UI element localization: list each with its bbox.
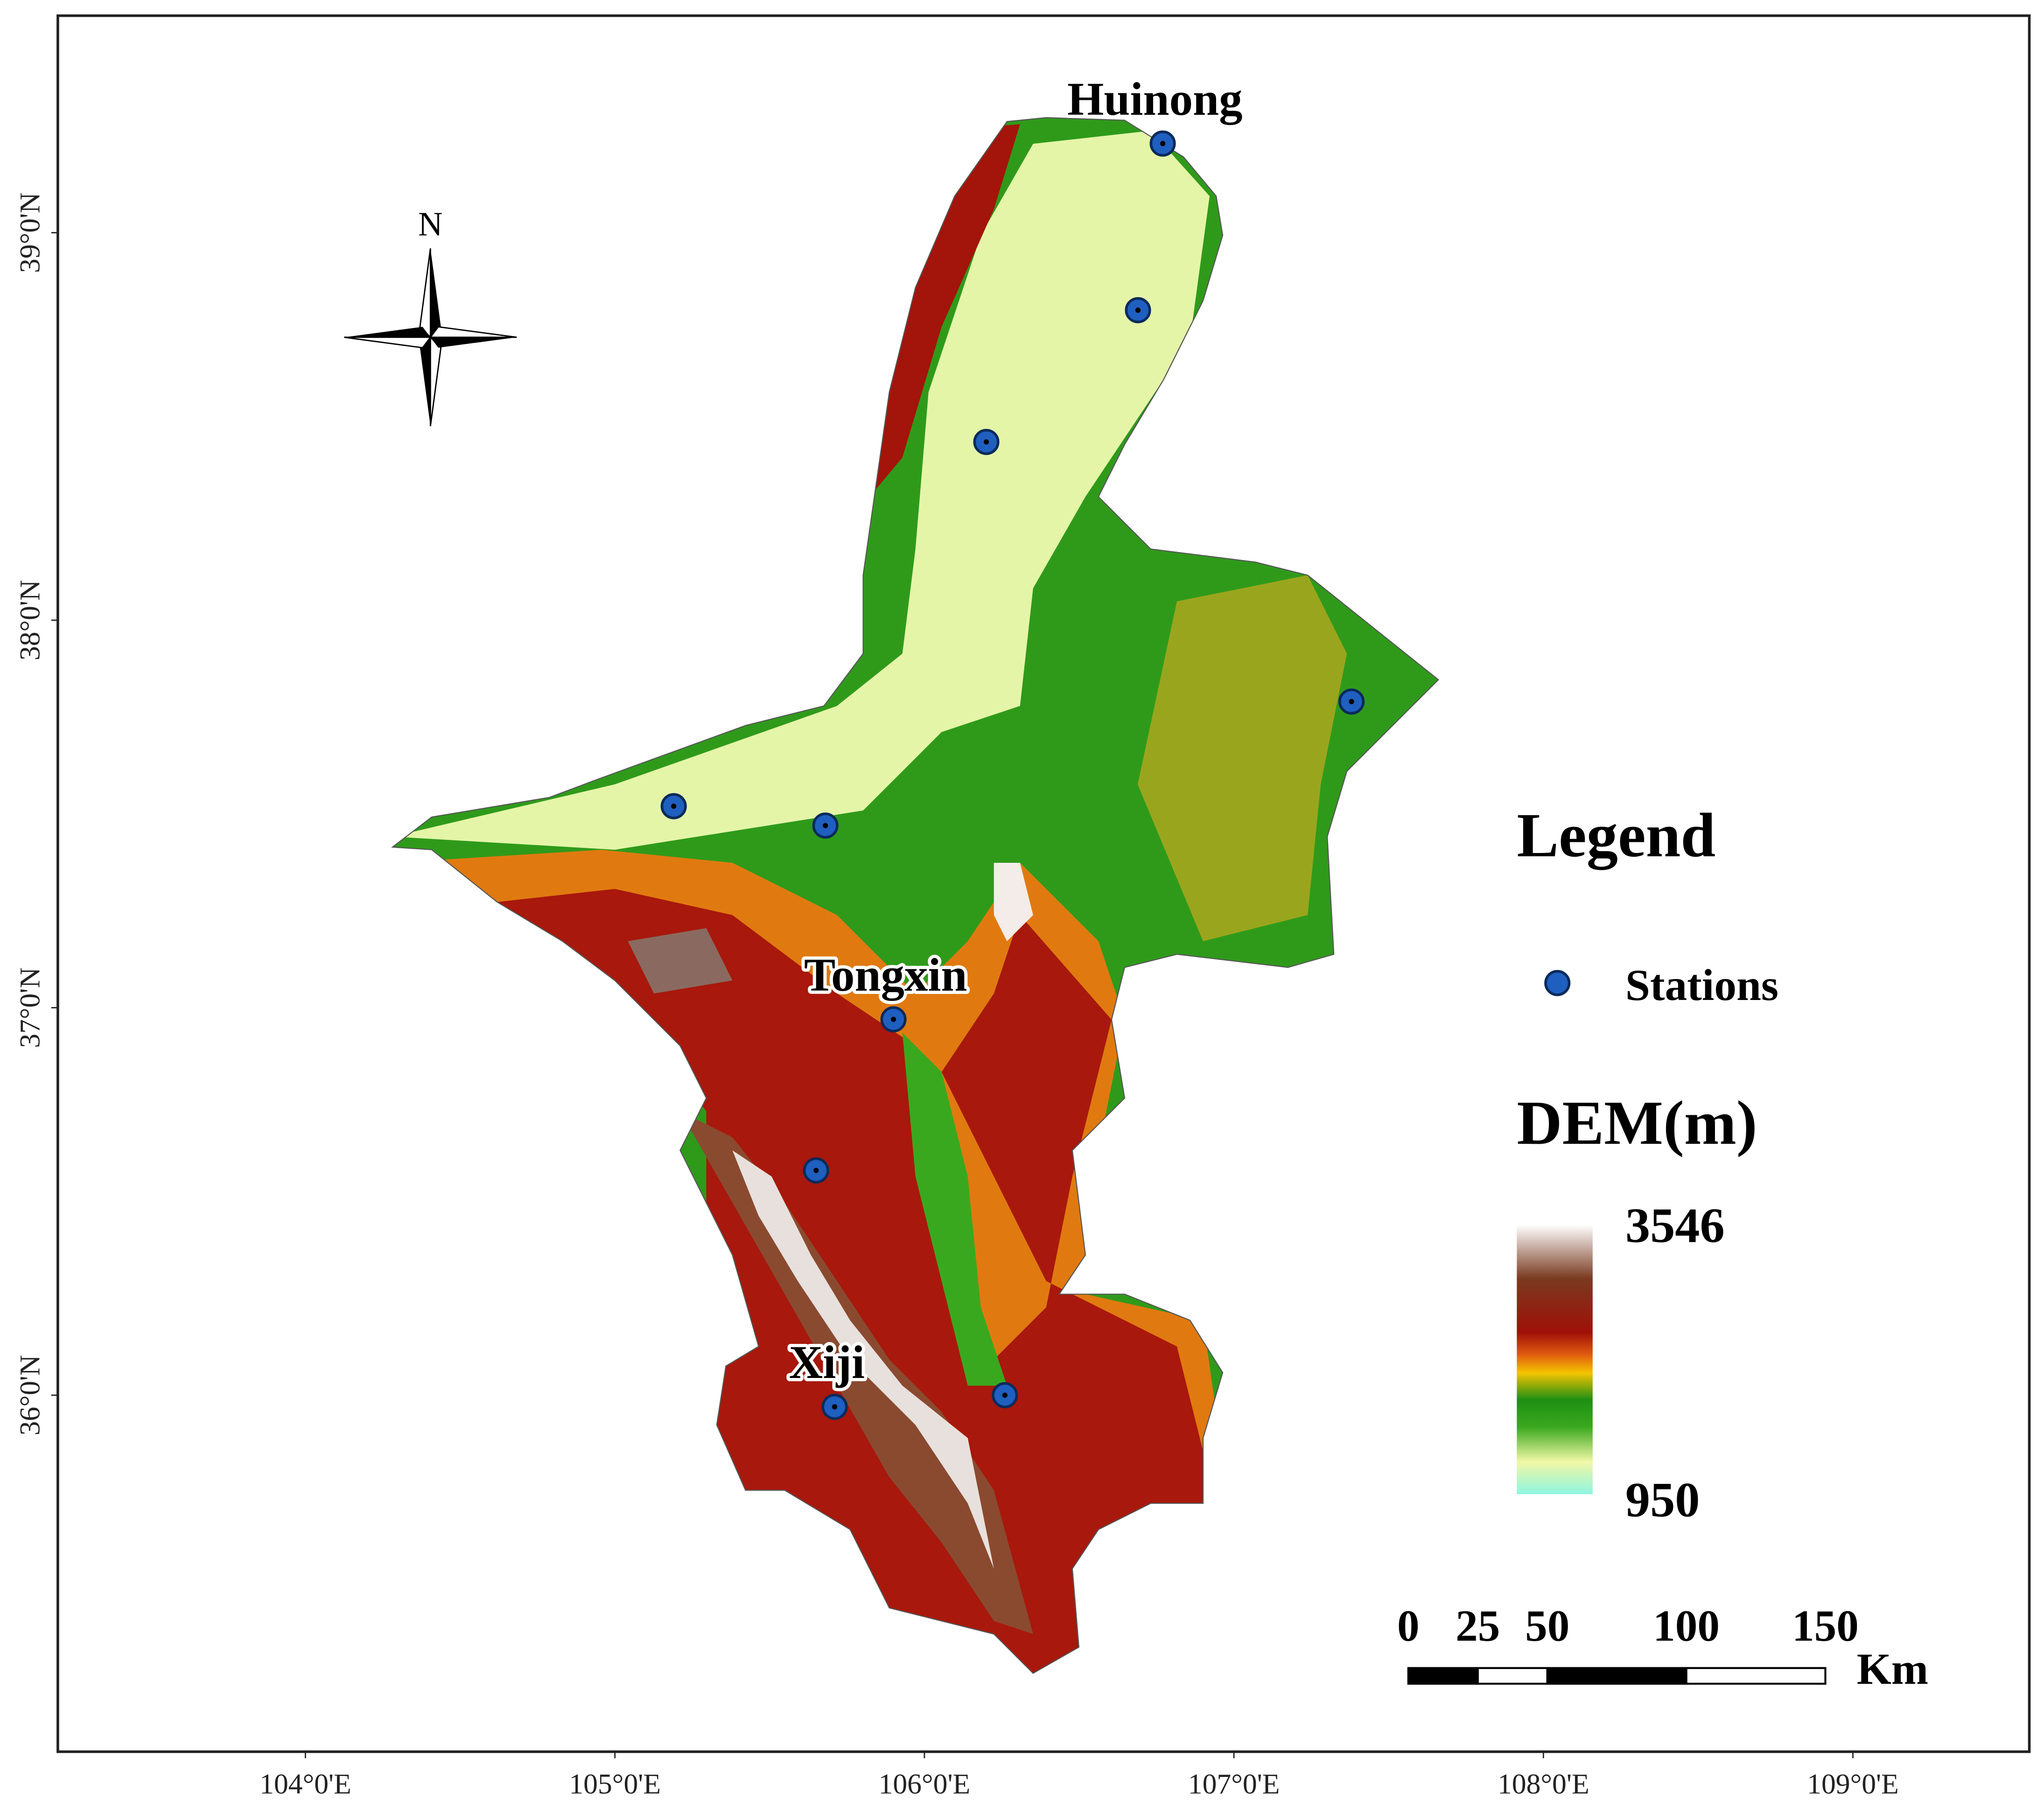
y-tick-label: 39°0'N [14, 192, 46, 273]
legend-dem-title: DEM(m) [1517, 1088, 1757, 1158]
x-tick-label: 107°0'E [1188, 1769, 1280, 1800]
scale-label: 150 [1792, 1601, 1859, 1650]
dem-max-label: 3546 [1625, 1198, 1725, 1253]
dem-peak [994, 862, 1033, 942]
station-center [1349, 699, 1354, 705]
scale-label: 0 [1397, 1601, 1420, 1650]
scale-label: 25 [1456, 1601, 1500, 1650]
dem-min-label: 950 [1625, 1473, 1700, 1528]
dem-peak [732, 1150, 994, 1569]
station-center [1135, 308, 1141, 313]
legend-station-marker [1544, 970, 1571, 996]
scale-unit: Km [1857, 1644, 1928, 1693]
north-label: N [418, 205, 443, 243]
scale-label: 100 [1653, 1601, 1720, 1650]
y-tick-label: 38°0'N [14, 580, 46, 661]
station-center [823, 823, 828, 828]
dem-east [1137, 575, 1347, 942]
dem-plain [392, 131, 1210, 850]
station-center [1002, 1392, 1008, 1398]
station-center [813, 1168, 819, 1173]
legend-station-label: Stations [1625, 960, 1778, 1010]
x-tick-label: 108°0'E [1498, 1769, 1589, 1800]
dem-peak [628, 928, 733, 994]
legend-title: Legend [1517, 801, 1715, 870]
scale-segment [1477, 1667, 1548, 1685]
dem-liupan [680, 1111, 1033, 1634]
dem-helan [869, 124, 1020, 497]
scale-label: 50 [1525, 1601, 1569, 1650]
station-label: Xiji [789, 1336, 865, 1388]
station-center [890, 1016, 896, 1022]
x-tick-label: 104°0'E [259, 1769, 351, 1800]
x-tick-label: 109°0'E [1807, 1769, 1899, 1800]
station-center [832, 1404, 838, 1410]
dem-mountain [497, 888, 1217, 1673]
station-label: Tongxin [804, 949, 967, 1001]
y-tick-label: 36°0'N [14, 1355, 46, 1436]
x-tick-label: 106°0'E [879, 1769, 971, 1800]
scale-segment [1407, 1667, 1479, 1685]
north-arrow: N [344, 205, 517, 427]
scale-segment [1546, 1667, 1687, 1685]
station-center [983, 439, 989, 445]
station-center [671, 804, 677, 809]
y-tick-label: 37°0'N [14, 967, 46, 1048]
dem-colorbar [1517, 1224, 1593, 1495]
dem-valley [902, 1033, 1007, 1386]
x-tick-label: 105°0'E [569, 1769, 661, 1800]
scale-segment [1685, 1667, 1827, 1685]
station-label: Huinong [1067, 73, 1243, 125]
station-center [1160, 141, 1166, 147]
